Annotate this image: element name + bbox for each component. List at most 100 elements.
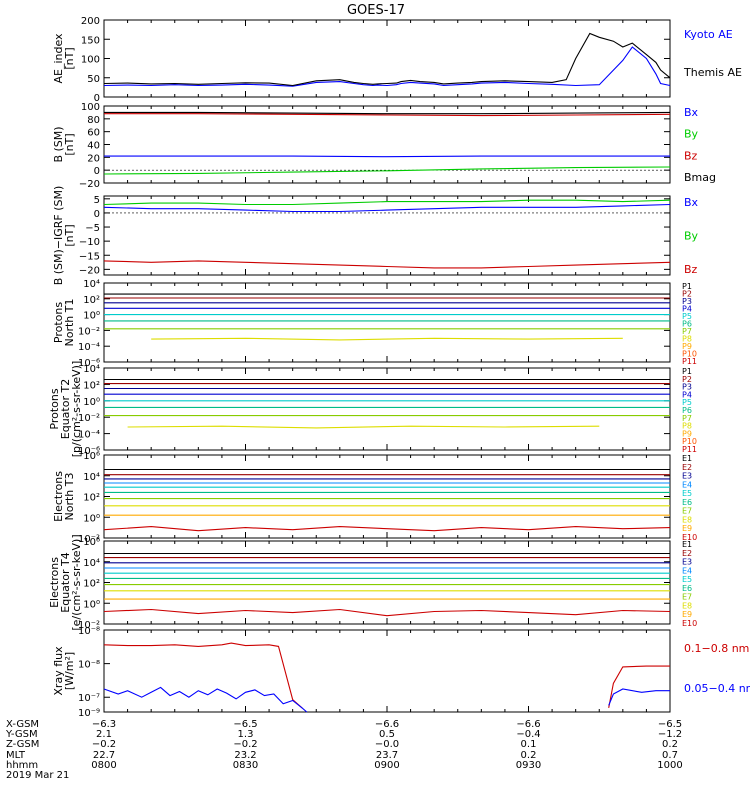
legend-label-p6: P6 (682, 320, 692, 329)
legend-label-p5: P5 (682, 312, 692, 321)
y-tick-label: −20 (79, 179, 100, 190)
y-tick-label: 200 (81, 16, 100, 27)
y-axis-label: ProtonsNorth T1 (52, 299, 76, 347)
x-tick-value: 0.7 (662, 750, 678, 761)
series-line-0-05-0-4-nm-b (608, 688, 670, 706)
x-tick-value: −6.5 (233, 719, 257, 730)
y-tick-label: 10⁻⁶ (78, 446, 100, 457)
x-tick-value: −0.2 (92, 739, 116, 750)
y-axis-label: Xray flux[W/m²] (52, 646, 76, 696)
x-tick-value: 0830 (233, 760, 258, 771)
x-tick-value: 0.5 (379, 729, 395, 740)
y-axis-label-line: [p/(cm²-s-sr-keV)] (70, 361, 83, 458)
legend-label-p10: P10 (682, 350, 697, 359)
x-row-label: Y-GSM (5, 729, 38, 740)
x-row-label: X-GSM (6, 719, 39, 730)
series-line-bz (104, 113, 671, 117)
y-tick-label: −5 (85, 223, 100, 234)
legend-label-e9: E9 (682, 610, 692, 619)
x-tick-value: 0900 (374, 760, 399, 771)
y-tick-label: 150 (81, 35, 100, 46)
y-axis-label-line: North T1 (63, 299, 76, 347)
x-tick-value: 1.3 (238, 729, 254, 740)
legend-label-e4: E4 (682, 480, 692, 489)
y-axis-label-line: Equator T2 (59, 379, 72, 439)
legend-label-themis-ae: Themis AE (683, 66, 742, 79)
legend-label-e10: E10 (682, 619, 697, 628)
legend-label-by: By (684, 230, 699, 243)
series-line-bx (103, 203, 671, 213)
y-axis-label-line: Xray flux (52, 646, 65, 696)
y-tick-label: 50 (87, 74, 100, 85)
y-tick-label: 10⁴ (83, 472, 100, 483)
y-axis-label: ProtonsEquator T2[p/(cm²-s-sr-keV)] (48, 361, 83, 458)
y-tick-label: −10 (79, 237, 100, 248)
y-tick-label: 0 (94, 93, 100, 104)
legend-label-p4: P4 (682, 305, 692, 314)
y-tick-label: 0 (94, 209, 100, 220)
y-tick-label: 10⁻⁴ (78, 430, 100, 441)
y-axis-label-line: B (SM) (52, 126, 65, 162)
y-tick-label: 10⁰ (83, 397, 100, 408)
panel-4: 10⁻⁶ 10⁻⁴ 10⁻² 10⁰ 10² 10⁴ ProtonsNorth T1 P1P2… (52, 279, 697, 369)
y-tick-label: 100 (81, 102, 100, 113)
y-tick-label: 10⁰ (83, 513, 100, 524)
panel-frame (103, 195, 671, 276)
y-tick-label: 10⁶ (83, 451, 100, 462)
legend-label-p8: P8 (682, 335, 692, 344)
x-row-label: Z-GSM (6, 739, 39, 750)
y-tick-label: 10⁻⁸ (78, 660, 100, 671)
y-tick-label: 10⁻⁹ (78, 708, 100, 719)
y-tick-label: 80 (87, 115, 100, 126)
y-axis-label: ElectronsNorth T3 (52, 471, 76, 522)
y-tick-label: 10⁻⁶ (78, 358, 100, 369)
legend-label-p9: P9 (682, 342, 692, 351)
legend-label-0-1-0-8-nm: 0.1−0.8 nm (684, 642, 749, 655)
y-axis-label: B (SM)−IGRF (SM)[nT] (52, 186, 76, 286)
legend-label-p4: P4 (682, 390, 692, 399)
legend-label-p10: P10 (682, 437, 697, 446)
series-line-p8 (127, 425, 600, 429)
y-axis-label-line: B (SM)−IGRF (SM) (52, 186, 65, 286)
legend-label-p11: P11 (682, 445, 697, 454)
panel-frame (103, 367, 671, 451)
panel-frame (103, 282, 671, 363)
y-axis-label-line: Protons (48, 388, 61, 429)
legend-label-e9: E9 (682, 524, 692, 533)
legend-label-e1: E1 (682, 540, 692, 549)
legend-label-e4: E4 (682, 566, 692, 575)
legend-label-e5: E5 (682, 489, 692, 498)
plot-title: GOES-17 (347, 3, 405, 18)
legend-label-0-05-0-4-nm: 0.05−0.4 nm (684, 682, 750, 695)
y-tick-label: 10⁴ (83, 279, 100, 290)
legend-label-p3: P3 (682, 383, 692, 392)
y-tick-label: −15 (79, 251, 100, 262)
x-tick-value: 1000 (657, 760, 682, 771)
legend-label-e3: E3 (682, 472, 692, 481)
y-tick-label: 10⁰ (83, 599, 100, 610)
x-tick-value: 22.7 (93, 750, 115, 761)
legend-label-e5: E5 (682, 575, 692, 584)
panel-frame (103, 105, 671, 184)
y-tick-label: 60 (87, 128, 100, 139)
y-tick-label: 100 (81, 55, 100, 66)
legend-label-bmag: Bmag (684, 171, 716, 184)
legend-label-e2: E2 (682, 549, 692, 558)
x-tick-value: 23.2 (234, 750, 256, 761)
x-tick-value: 0.2 (521, 750, 537, 761)
y-axis-label: ElectronsEquator T4[e/(cm²-s-sr-keV)] (48, 534, 83, 630)
y-axis-label-line: North T3 (63, 473, 76, 521)
y-tick-label: 40 (87, 141, 100, 152)
x-tick-value: 23.7 (376, 750, 398, 761)
legend-label-bz: Bz (684, 263, 698, 276)
legend-label-bz: Bz (684, 149, 698, 162)
legend-label-p9: P9 (682, 429, 692, 438)
series-line-bx (104, 155, 670, 158)
y-tick-label: 10⁻⁸ (78, 626, 100, 637)
